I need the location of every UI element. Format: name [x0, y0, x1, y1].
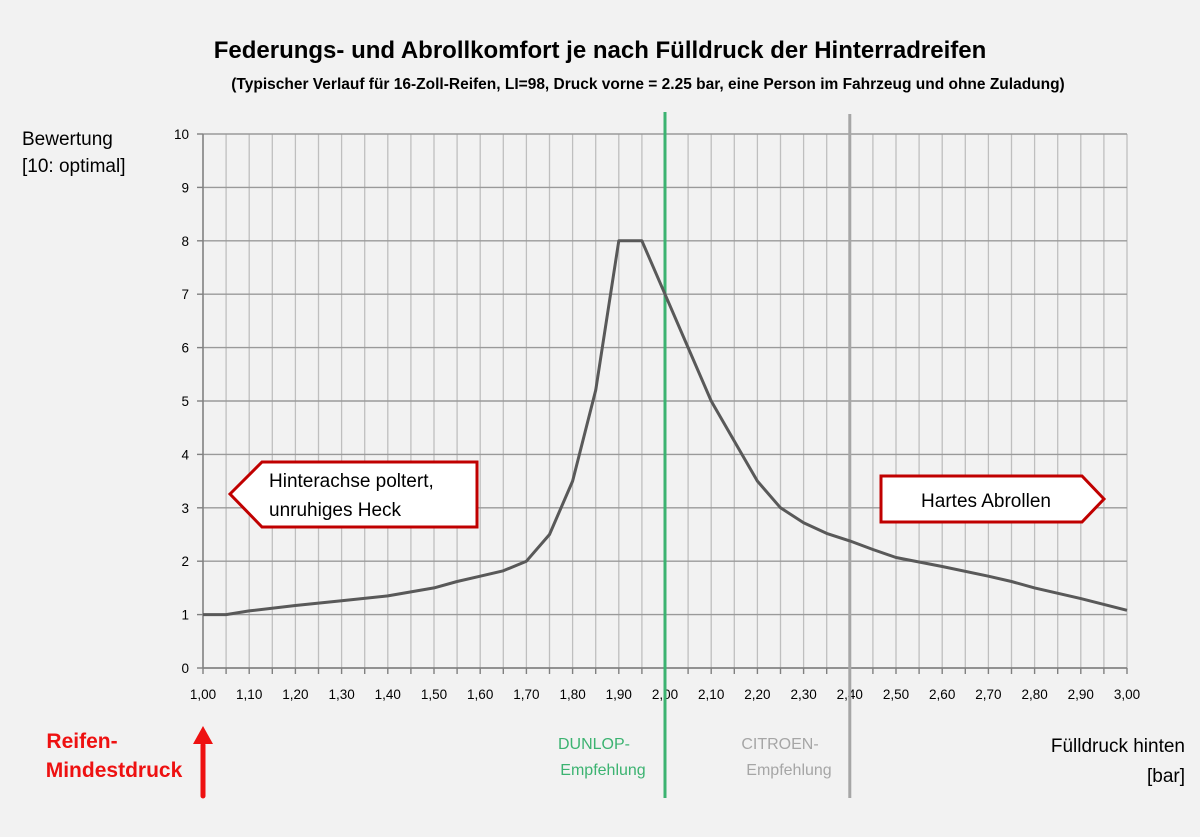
y-tick-label: 2	[181, 554, 189, 569]
x-tick-label: 1,70	[513, 687, 539, 702]
x-tick-label: 1,00	[190, 687, 216, 702]
x-tick-label: 2,60	[929, 687, 955, 702]
y-tick-label: 8	[181, 234, 189, 249]
y-tick-label: 4	[181, 447, 189, 462]
left-callout: Hinterachse poltert, unruhiges Heck	[227, 460, 479, 529]
dunlop-label-line2: Empfehlung	[560, 762, 645, 779]
y-tick-label: 7	[181, 287, 189, 302]
x-axis-label-line1: Fülldruck hinten	[1051, 736, 1185, 757]
x-tick-label: 2,30	[790, 687, 816, 702]
citroen-label-line2: Empfehlung	[746, 762, 831, 779]
grid	[197, 133, 1128, 674]
x-tick-label: 1,20	[282, 687, 308, 702]
y-tick-label: 6	[181, 341, 189, 356]
right-callout-arrow-shape	[879, 474, 1107, 524]
x-tick-label: 2,20	[744, 687, 770, 702]
citroen-label-line1: CITROEN-	[741, 736, 818, 753]
x-tick-label: 1,10	[236, 687, 262, 702]
y-tick-label: 0	[181, 661, 189, 676]
x-tick-label: 2,10	[698, 687, 724, 702]
x-tick-label: 2,90	[1068, 687, 1094, 702]
mindestdruck-label-line2: Mindestdruck	[46, 759, 183, 782]
right-callout-text: Hartes Abrollen	[921, 491, 1051, 512]
x-tick-labels: 1,00 1,10 1,20 1,30 1,40 1,50 1,60 1,70 1,80 1,90…	[190, 687, 1140, 702]
x-tick-label: 2,70	[975, 687, 1001, 702]
x-tick-label: 2,80	[1021, 687, 1047, 702]
x-tick-label: 1,40	[375, 687, 401, 702]
chart-title: Federungs- und Abrollkomfort je nach Fül…	[214, 37, 987, 64]
x-axis-label-line2: [bar]	[1147, 766, 1185, 787]
chart-subtitle: (Typischer Verlauf für 16-Zoll-Reifen, L…	[231, 76, 1064, 93]
y-tick-label: 9	[181, 180, 189, 195]
x-tick-label: 1,60	[467, 687, 493, 702]
y-tick-label: 3	[181, 501, 189, 516]
left-callout-line2: unruhiges Heck	[269, 500, 402, 521]
left-callout-arrow-shape	[227, 460, 479, 529]
y-axis-label-line2: [10: optimal]	[22, 156, 126, 177]
x-tick-label: 1,80	[559, 687, 585, 702]
x-tick-label: 3,00	[1114, 687, 1140, 702]
x-tick-label: 1,50	[421, 687, 447, 702]
y-axis-label-line1: Bewertung	[22, 129, 113, 150]
y-tick-label: 1	[181, 608, 189, 623]
y-tick-labels: 0 1 2 3 4 5 6 7 8 9 10	[174, 127, 190, 676]
x-tick-label: 2,50	[883, 687, 909, 702]
right-callout: Hartes Abrollen	[879, 474, 1107, 524]
left-callout-line1: Hinterachse poltert,	[269, 471, 434, 492]
x-tick-label: 1,90	[606, 687, 632, 702]
y-tick-label: 5	[181, 394, 189, 409]
y-tick-label: 10	[174, 127, 189, 142]
series-group	[202, 239, 1128, 617]
mindestdruck-label-line1: Reifen-	[46, 730, 117, 753]
x-tick-label: 1,30	[328, 687, 354, 702]
dunlop-label-line1: DUNLOP-	[558, 736, 630, 753]
mindestdruck-up-arrow-icon	[193, 726, 213, 799]
